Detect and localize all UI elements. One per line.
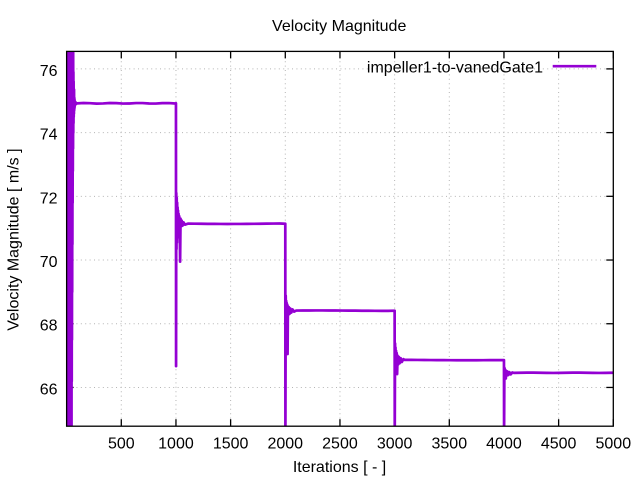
svg-text:72: 72 <box>40 190 58 207</box>
svg-text:Iterations [ - ]: Iterations [ - ] <box>293 459 386 476</box>
svg-text:66: 66 <box>40 381 58 398</box>
svg-text:2500: 2500 <box>322 435 358 452</box>
svg-text:500: 500 <box>108 435 135 452</box>
svg-text:Velocity Magnitude: Velocity Magnitude <box>272 18 406 35</box>
svg-text:4000: 4000 <box>486 435 522 452</box>
svg-text:5000: 5000 <box>596 435 632 452</box>
svg-text:4500: 4500 <box>541 435 577 452</box>
svg-text:impeller1-to-vanedGate1: impeller1-to-vanedGate1 <box>367 59 543 76</box>
svg-text:3000: 3000 <box>377 435 413 452</box>
svg-text:1500: 1500 <box>213 435 249 452</box>
svg-text:1000: 1000 <box>158 435 194 452</box>
svg-text:3500: 3500 <box>432 435 468 452</box>
svg-text:70: 70 <box>40 254 58 271</box>
svg-text:Velocity Magnitude [ m/s ]: Velocity Magnitude [ m/s ] <box>5 148 22 330</box>
svg-text:76: 76 <box>40 63 58 80</box>
svg-text:68: 68 <box>40 318 58 335</box>
svg-text:74: 74 <box>40 127 58 144</box>
svg-text:2000: 2000 <box>267 435 303 452</box>
